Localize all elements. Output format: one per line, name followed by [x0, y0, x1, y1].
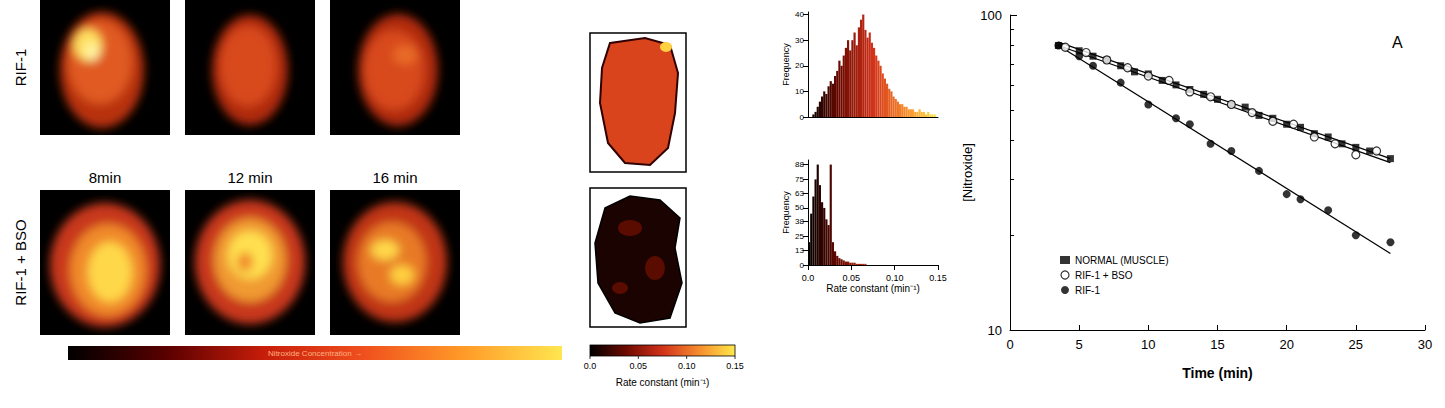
- svg-text:RIF-1 + BSO: RIF-1 + BSO: [12, 219, 29, 305]
- svg-text:0: 0: [800, 261, 805, 270]
- svg-text:RIF-1: RIF-1: [12, 49, 29, 87]
- svg-text:RIF-1 + BSO: RIF-1 + BSO: [1075, 270, 1133, 281]
- svg-text:0.0: 0.0: [584, 361, 597, 371]
- svg-text:20: 20: [1279, 337, 1293, 352]
- svg-text:12 min: 12 min: [227, 169, 272, 186]
- svg-text:25: 25: [795, 232, 804, 241]
- svg-text:Frequency: Frequency: [781, 191, 791, 234]
- svg-text:75: 75: [795, 175, 804, 184]
- svg-text:RIF-1: RIF-1: [1075, 285, 1100, 296]
- svg-text:25: 25: [1349, 337, 1363, 352]
- svg-text:5: 5: [1076, 337, 1083, 352]
- svg-text:50: 50: [795, 203, 804, 212]
- svg-text:A: A: [1392, 34, 1403, 51]
- svg-text:38: 38: [795, 217, 804, 226]
- svg-text:0.05: 0.05: [630, 361, 648, 371]
- svg-text:Time (min): Time (min): [1182, 365, 1253, 381]
- svg-text:15: 15: [1210, 337, 1224, 352]
- svg-text:Nitroxide Concentration →: Nitroxide Concentration →: [268, 349, 362, 358]
- svg-text:0.05: 0.05: [843, 273, 861, 283]
- svg-text:63: 63: [795, 189, 804, 198]
- svg-text:Rate constant (min⁻¹): Rate constant (min⁻¹): [616, 377, 710, 388]
- svg-text:Rate constant (min⁻¹): Rate constant (min⁻¹): [826, 283, 920, 294]
- svg-text:Frequency: Frequency: [781, 43, 791, 86]
- svg-text:88: 88: [795, 160, 804, 169]
- svg-text:10: 10: [795, 87, 804, 96]
- svg-text:0.0: 0.0: [802, 273, 815, 283]
- svg-text:13: 13: [795, 246, 804, 255]
- svg-text:0.10: 0.10: [678, 361, 696, 371]
- svg-text:100: 100: [980, 8, 1002, 23]
- svg-text:NORMAL (MUSCLE): NORMAL (MUSCLE): [1075, 255, 1169, 266]
- svg-text:0: 0: [1006, 337, 1013, 352]
- svg-text:0.10: 0.10: [886, 273, 904, 283]
- svg-text:0.15: 0.15: [726, 361, 744, 371]
- svg-text:16 min: 16 min: [372, 169, 417, 186]
- svg-text:40: 40: [795, 10, 804, 19]
- svg-text:30: 30: [795, 36, 804, 45]
- svg-text:10: 10: [1141, 337, 1155, 352]
- svg-text:30: 30: [1418, 337, 1432, 352]
- svg-text:0.15: 0.15: [929, 273, 947, 283]
- svg-text:8min: 8min: [89, 169, 122, 186]
- svg-text:[Nitroxide]: [Nitroxide]: [960, 143, 975, 202]
- svg-text:20: 20: [795, 61, 804, 70]
- svg-text:10: 10: [988, 323, 1002, 338]
- svg-text:0: 0: [800, 113, 805, 122]
